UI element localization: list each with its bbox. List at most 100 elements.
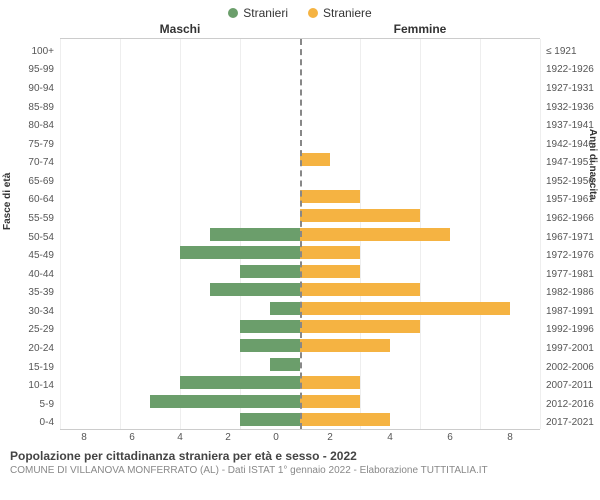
x-axis: 02468 2468 xyxy=(60,432,540,443)
male-half xyxy=(60,95,300,114)
age-label: 60-64 xyxy=(0,191,58,210)
chart-footer: Popolazione per cittadinanza straniera p… xyxy=(10,449,590,476)
chart-title: Popolazione per cittadinanza straniera p… xyxy=(10,449,590,463)
female-half xyxy=(300,336,540,355)
yaxis-right: ≤ 19211922-19261927-19311932-19361937-19… xyxy=(542,42,600,432)
bar-female xyxy=(300,302,510,315)
bar-female xyxy=(300,153,330,166)
bar-female xyxy=(300,339,390,352)
age-label: 55-59 xyxy=(0,209,58,228)
x-tick: 8 xyxy=(480,432,540,443)
x-tick: 0 xyxy=(252,432,300,443)
bar-male xyxy=(210,228,300,241)
bar-female xyxy=(300,246,360,259)
bar-female xyxy=(300,228,450,241)
age-label: 35-39 xyxy=(0,284,58,303)
female-half xyxy=(300,113,540,132)
population-pyramid-chart xyxy=(60,38,540,430)
birth-label: 2017-2021 xyxy=(542,414,600,433)
female-half xyxy=(300,132,540,151)
bar-male xyxy=(180,246,300,259)
female-half xyxy=(300,95,540,114)
x-tick: 4 xyxy=(156,432,204,443)
legend: Stranieri Straniere xyxy=(0,0,600,22)
male-half xyxy=(60,169,300,188)
chart-subtitle: COMUNE DI VILLANOVA MONFERRATO (AL) - Da… xyxy=(10,465,590,476)
birth-label: ≤ 1921 xyxy=(542,42,600,61)
header-left: Maschi xyxy=(60,22,300,36)
male-half xyxy=(60,281,300,300)
male-half xyxy=(60,225,300,244)
x-tick: 6 xyxy=(420,432,480,443)
female-half xyxy=(300,76,540,95)
birth-label: 1962-1966 xyxy=(542,209,600,228)
female-half xyxy=(300,373,540,392)
birth-label: 1922-1926 xyxy=(542,61,600,80)
birth-label: 1987-1991 xyxy=(542,302,600,321)
bar-female xyxy=(300,209,420,222)
header-right: Femmine xyxy=(300,22,540,36)
birth-label: 1942-1946 xyxy=(542,135,600,154)
column-headers: Maschi Femmine xyxy=(0,22,600,38)
x-tick: 8 xyxy=(60,432,108,443)
bar-female xyxy=(300,413,390,426)
birth-label: 1927-1931 xyxy=(542,79,600,98)
male-half xyxy=(60,188,300,207)
age-label: 40-44 xyxy=(0,265,58,284)
legend-female-swatch xyxy=(308,8,318,18)
male-half xyxy=(60,262,300,281)
female-half xyxy=(300,58,540,77)
female-half xyxy=(300,243,540,262)
legend-male-label: Stranieri xyxy=(243,6,288,20)
legend-female: Straniere xyxy=(308,6,372,20)
male-half xyxy=(60,299,300,318)
female-half xyxy=(300,225,540,244)
male-half xyxy=(60,58,300,77)
male-half xyxy=(60,76,300,95)
birth-label: 2002-2006 xyxy=(542,358,600,377)
age-label: 45-49 xyxy=(0,246,58,265)
bar-male xyxy=(240,320,300,333)
female-half xyxy=(300,206,540,225)
bar-male xyxy=(270,358,300,371)
yaxis-left: 100+95-9990-9485-8980-8475-7970-7465-696… xyxy=(0,42,58,432)
male-half xyxy=(60,132,300,151)
male-half xyxy=(60,392,300,411)
bar-female xyxy=(300,376,360,389)
male-half xyxy=(60,336,300,355)
birth-label: 1997-2001 xyxy=(542,339,600,358)
bar-female xyxy=(300,320,420,333)
female-half xyxy=(300,188,540,207)
male-half xyxy=(60,355,300,374)
birth-label: 1932-1936 xyxy=(542,98,600,117)
male-half xyxy=(60,373,300,392)
birth-label: 2007-2011 xyxy=(542,376,600,395)
age-label: 20-24 xyxy=(0,339,58,358)
male-half xyxy=(60,411,300,430)
female-half xyxy=(300,262,540,281)
age-label: 0-4 xyxy=(0,414,58,433)
female-half xyxy=(300,150,540,169)
age-label: 75-79 xyxy=(0,135,58,154)
birth-label: 1992-1996 xyxy=(542,321,600,340)
bar-male xyxy=(180,376,300,389)
x-tick: 2 xyxy=(300,432,360,443)
bar-male xyxy=(240,339,300,352)
bar-male xyxy=(240,265,300,278)
age-label: 70-74 xyxy=(0,153,58,172)
bar-male xyxy=(150,395,300,408)
female-half xyxy=(300,355,540,374)
female-half xyxy=(300,39,540,58)
female-half xyxy=(300,411,540,430)
age-label: 50-54 xyxy=(0,228,58,247)
male-half xyxy=(60,318,300,337)
female-half xyxy=(300,392,540,411)
gridline xyxy=(540,39,541,429)
age-label: 95-99 xyxy=(0,61,58,80)
female-half xyxy=(300,299,540,318)
birth-label: 1937-1941 xyxy=(542,116,600,135)
age-label: 65-69 xyxy=(0,172,58,191)
legend-male-swatch xyxy=(228,8,238,18)
male-half xyxy=(60,113,300,132)
legend-female-label: Straniere xyxy=(323,6,372,20)
